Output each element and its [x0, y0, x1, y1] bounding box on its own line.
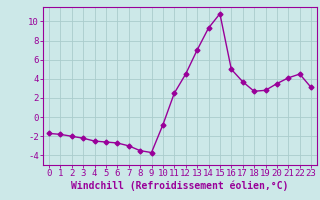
- X-axis label: Windchill (Refroidissement éolien,°C): Windchill (Refroidissement éolien,°C): [71, 181, 289, 191]
